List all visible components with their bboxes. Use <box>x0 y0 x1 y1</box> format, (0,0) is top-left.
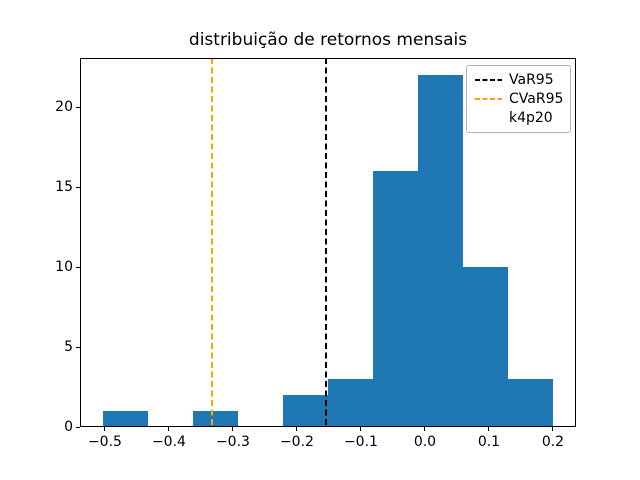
histogram-bar <box>192 411 238 428</box>
histogram-bar <box>417 75 463 428</box>
y-tick-mark <box>76 106 80 108</box>
histogram-bar <box>507 379 553 428</box>
cvar95-dashed-line-sample <box>475 98 502 100</box>
x-tick-mark <box>296 427 298 432</box>
vline-cvar95 <box>211 57 213 428</box>
histogram-bar <box>327 379 373 428</box>
legend-label: VaR95 <box>509 72 554 88</box>
x-tick-mark <box>552 427 554 432</box>
x-tick-mark <box>232 427 234 432</box>
y-tick-label: 5 <box>64 339 73 356</box>
x-tick-label: 0.0 <box>413 434 437 451</box>
histogram-bar <box>102 411 148 428</box>
x-tick-label: −0.4 <box>151 434 186 451</box>
empty-line-sample <box>475 117 502 119</box>
x-tick-mark <box>168 427 170 432</box>
y-tick-label: 20 <box>55 99 73 116</box>
y-tick-mark <box>76 186 80 188</box>
legend-entry-k4p20: k4p20 <box>475 109 562 127</box>
chart-title: distribuição de retornos mensais <box>188 30 468 50</box>
histogram-bar <box>282 395 328 428</box>
x-tick-label: −0.1 <box>343 434 378 451</box>
histogram-bar <box>462 267 508 428</box>
legend: VaR95 CVaR95 k4p20 <box>466 65 571 133</box>
histogram-bar <box>372 171 418 428</box>
x-tick-label: 0.1 <box>477 434 501 451</box>
x-tick-label: −0.2 <box>279 434 314 451</box>
x-tick-mark <box>360 427 362 432</box>
var95-dashed-line-sample <box>475 79 502 81</box>
x-tick-mark <box>488 427 490 432</box>
x-tick-label: −0.3 <box>215 434 250 451</box>
y-tick-label: 0 <box>64 419 73 436</box>
vline-var95 <box>325 57 327 428</box>
legend-label: k4p20 <box>509 110 553 126</box>
x-tick-mark <box>424 427 426 432</box>
x-tick-mark <box>104 427 106 432</box>
x-tick-label: 0.2 <box>541 434 565 451</box>
legend-entry-var95: VaR95 <box>475 71 562 89</box>
y-tick-label: 15 <box>55 179 73 196</box>
legend-label: CVaR95 <box>509 91 564 107</box>
y-tick-label: 10 <box>55 259 73 276</box>
y-tick-mark <box>76 426 80 428</box>
y-tick-mark <box>76 346 80 348</box>
legend-entry-cvar95: CVaR95 <box>475 90 564 108</box>
y-tick-mark <box>76 266 80 268</box>
x-tick-label: −0.5 <box>87 434 122 451</box>
